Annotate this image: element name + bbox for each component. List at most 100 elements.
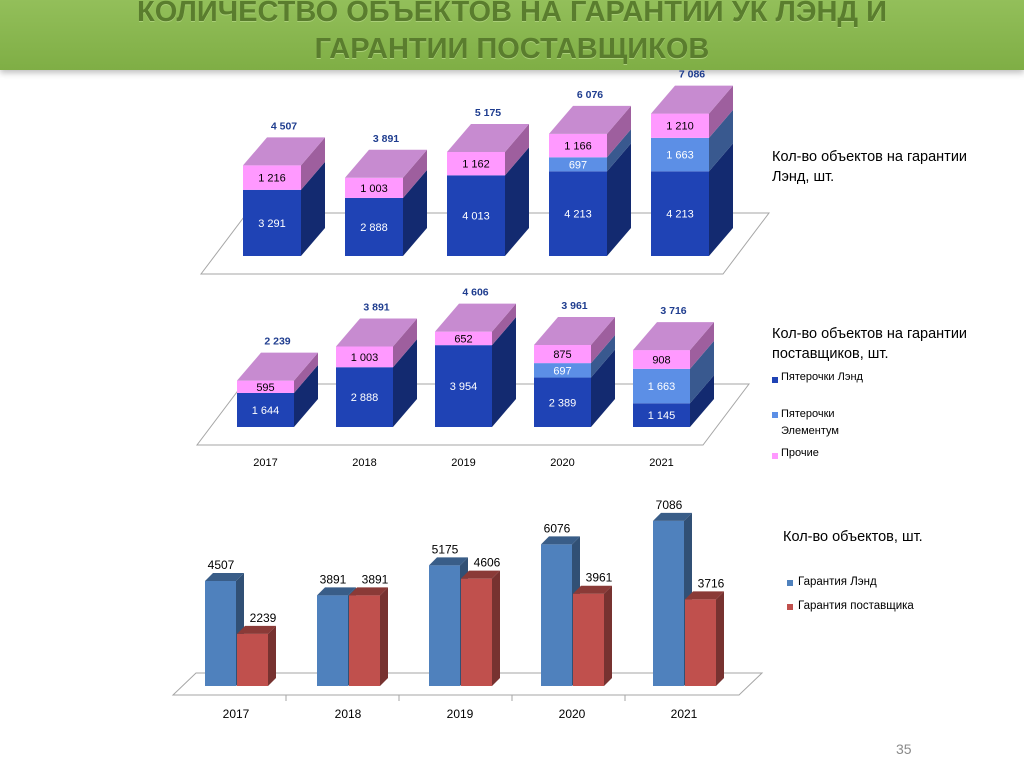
chart3-xtick-2018: 2018 — [335, 707, 362, 721]
chart1-bar-2021-0-front — [651, 171, 709, 256]
chart2-label-2021-2: 908 — [652, 354, 670, 366]
chart2-label-2018-2: 1 003 — [351, 352, 379, 364]
chart3-top-2019-1 — [461, 570, 500, 579]
page-number: 35 — [896, 741, 912, 757]
chart3-bar-2018-1-front — [349, 595, 380, 686]
page-title-line-2: ГАРАНТИИ ПОСТАВЩИКОВ — [314, 33, 710, 65]
chart2-xtick-2020: 2020 — [550, 457, 574, 469]
chart2-bar-2021-0-side — [690, 375, 714, 427]
chart1-label-2018-2: 1 003 — [360, 183, 388, 195]
chart1-bar-2019-0-side — [505, 147, 529, 256]
chart3-bar-2017-1-front — [237, 633, 268, 686]
legend-label-prochie: Прочие — [781, 447, 819, 459]
chart2-xtick-2019: 2019 — [451, 457, 475, 469]
chart1-top-2018 — [345, 149, 427, 178]
legend-swatch-pyaterochki-elementum — [772, 412, 778, 418]
page-title: КОЛИЧЕСТВО ОБЪЕКТОВ НА ГАРАНТИИ УК ЛЭНД … — [0, 0, 1024, 68]
chart3-bar-2019-1-front — [461, 578, 492, 686]
chart3-bar-2019-1-side — [492, 570, 500, 686]
chart3-value-2021-1: 3716 — [698, 576, 725, 590]
title-bar — [0, 0, 1024, 70]
chart1-total-2020: 6 076 — [577, 89, 603, 101]
chart2-bar-2020-1-front — [534, 363, 591, 378]
chart3-value-2021-0: 7086 — [656, 498, 683, 512]
chart2-bar-2020-0-side — [591, 349, 615, 427]
chart3-bar-2019-0-front — [429, 565, 460, 686]
chart3-value-2017-0: 4507 — [208, 558, 235, 572]
chart1-bar-2020-2-front — [549, 133, 607, 158]
legend-label-pyaterochki-elementum: Пятерочки Элементум — [781, 408, 839, 437]
chart2-bar-2017-0-side — [294, 364, 318, 427]
chart2-bar-2019-2-front — [435, 331, 492, 346]
chart1-bar-2020-0-front — [549, 171, 607, 256]
chart2-bar-2020-1-side — [591, 335, 615, 378]
chart3-top-2019-0 — [429, 557, 468, 566]
chart2-bar-2021-2-front — [633, 350, 690, 369]
chart1-bar-2021-2-side — [709, 85, 733, 138]
chart3-value-2020-1: 3961 — [586, 571, 613, 585]
chart1-bar-2019-2-side — [505, 123, 529, 176]
chart2-label-2019-2: 652 — [454, 333, 472, 345]
chart2-total-2018: 3 891 — [363, 301, 389, 313]
chart3-bar-2018-1-side — [380, 587, 388, 686]
chart3-top-2018-1 — [349, 587, 388, 596]
chart3-value-2017-1: 2239 — [250, 611, 277, 625]
chart3-bar-2020-0-front — [541, 544, 572, 686]
chart3-xtick-2017: 2017 — [223, 707, 250, 721]
chart2-label-2021-1: 1 663 — [648, 381, 676, 393]
legend-swatch-garantiya-lend — [787, 580, 793, 586]
chart1-bar-2017-0-front — [243, 189, 301, 256]
chart3-bar-2017-1-side — [268, 625, 276, 686]
chart2-total-2020: 3 961 — [561, 300, 587, 312]
chart2-bar-2021-0-front — [633, 403, 690, 427]
chart3-top-2018-0 — [317, 587, 356, 596]
chart1-total-2018: 3 891 — [373, 133, 399, 145]
chart2-bar-2018-2-front — [336, 346, 393, 368]
page-title-line-1: КОЛИЧЕСТВО ОБЪЕКТОВ НА ГАРАНТИИ УК ЛЭНД … — [137, 0, 887, 28]
chart2-top-2018 — [336, 318, 417, 347]
chart1-label-2019-0: 4 013 — [462, 211, 490, 223]
chart3-value-2018-0: 3891 — [320, 572, 347, 586]
chart1-total-2019: 5 175 — [475, 107, 501, 119]
chart1-bar-2021-0-side — [709, 143, 733, 256]
chart1-bar-2021-2-front — [651, 113, 709, 138]
chart1-bar-2018-2-front — [345, 177, 403, 198]
chart3-value-2018-1: 3891 — [362, 572, 389, 586]
chart2-bar-2018-0-front — [336, 367, 393, 427]
chart1-label-2021-2: 1 210 — [666, 121, 694, 133]
chart2-bar-2021-2-side — [690, 322, 714, 369]
chart2-label-2020-0: 2 389 — [549, 397, 577, 409]
chart1-caption: Кол-во объектов на гарантии Лэнд, шт. — [772, 149, 968, 185]
chart1-bar-2020-2-side — [607, 105, 631, 158]
chart2-bar-2020-2-front — [534, 345, 591, 364]
chart1-bar-2019-2-front — [447, 151, 505, 176]
chart3-bar-2018-0-front — [317, 595, 348, 686]
chart3-bar-2021-1-side — [716, 591, 724, 686]
legend-swatch-prochie — [772, 453, 778, 459]
chart2-top-2019 — [435, 303, 516, 332]
chart2-total-2017: 2 239 — [264, 336, 290, 348]
chart1-bar-2018-0-side — [403, 169, 427, 256]
chart3-value-2019-0: 5175 — [432, 542, 459, 556]
chart1-top-2020 — [549, 105, 631, 134]
chart3-top-2017-0 — [205, 572, 244, 581]
chart2-bar-2021-1-side — [690, 340, 714, 404]
legend-swatch-garantiya-postavshchika — [787, 604, 793, 610]
chart2-total-2021: 3 716 — [660, 305, 686, 317]
chart2-top-2017 — [237, 352, 318, 381]
legend-label-pyaterochki-lend: Пятерочки Лэнд — [781, 371, 863, 383]
chart3-bar-2021-1-front — [685, 599, 716, 686]
chart3-top-2020-1 — [573, 585, 612, 594]
chart1-label-2017-0: 3 291 — [258, 218, 286, 230]
chart2-label-2017-0: 1 644 — [252, 405, 280, 417]
chart3-value-2019-1: 4606 — [474, 556, 501, 570]
chart1-label-2018-0: 2 888 — [360, 222, 388, 234]
chart2-bar-2019-2-side — [492, 303, 516, 346]
chart2-bar-2020-2-side — [591, 317, 615, 364]
chart2-label-2019-0: 3 954 — [450, 381, 478, 393]
chart1-bar-2020-1-side — [607, 129, 631, 172]
chart2-total-2019: 4 606 — [462, 287, 488, 299]
chart2-top-2021 — [633, 322, 714, 351]
chart3-bar-2021-0-front — [653, 520, 684, 686]
chart2-xtick-2017: 2017 — [253, 457, 277, 469]
